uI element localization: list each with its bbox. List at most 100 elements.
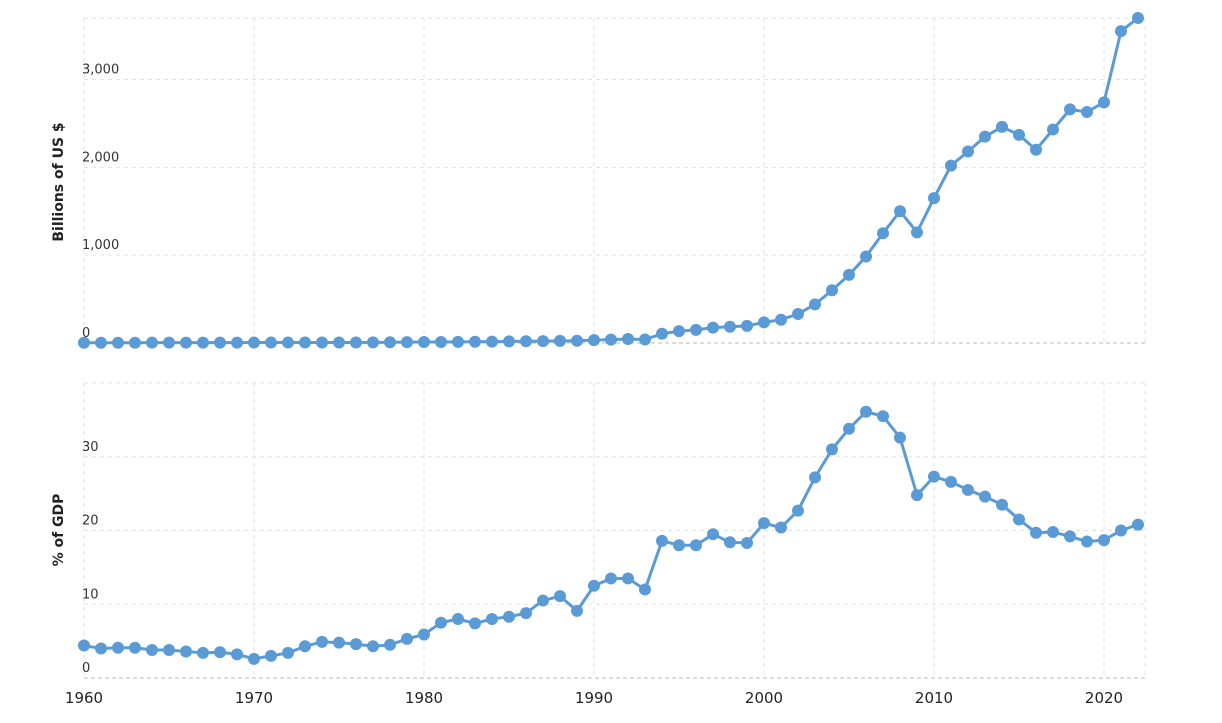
bot-point-2020[interactable] — [1098, 534, 1110, 547]
bot-point-2002[interactable] — [792, 504, 804, 517]
bot-point-2003[interactable] — [809, 471, 821, 484]
bot-point-1964[interactable] — [146, 643, 158, 656]
bot-point-2010[interactable] — [928, 470, 940, 483]
top-point-1990[interactable] — [588, 334, 600, 347]
bot-point-2013[interactable] — [979, 490, 991, 503]
top-point-1980[interactable] — [418, 336, 430, 349]
top-point-1996[interactable] — [690, 323, 702, 336]
top-point-1998[interactable] — [724, 320, 736, 333]
bot-point-2015[interactable] — [1013, 513, 1025, 526]
top-point-1978[interactable] — [384, 336, 396, 349]
bot-point-1993[interactable] — [639, 583, 651, 596]
top-point-1986[interactable] — [520, 335, 532, 348]
top-point-2010[interactable] — [928, 192, 940, 205]
top-point-1992[interactable] — [622, 333, 634, 346]
bot-point-2001[interactable] — [775, 521, 787, 534]
top-point-1995[interactable] — [673, 325, 685, 338]
top-point-1967[interactable] — [197, 336, 209, 349]
bot-point-1978[interactable] — [384, 638, 396, 651]
bot-point-1997[interactable] — [707, 528, 719, 541]
top-point-2008[interactable] — [894, 205, 906, 218]
bot-point-2016[interactable] — [1030, 526, 1042, 539]
bot-point-1981[interactable] — [435, 616, 447, 629]
bot-point-1967[interactable] — [197, 646, 209, 659]
top-point-2012[interactable] — [962, 145, 974, 158]
top-point-2020[interactable] — [1098, 96, 1110, 109]
bot-point-1972[interactable] — [282, 646, 294, 659]
bot-point-1986[interactable] — [520, 607, 532, 620]
top-point-1989[interactable] — [571, 334, 583, 347]
bot-point-1966[interactable] — [180, 645, 192, 658]
top-point-2006[interactable] — [860, 250, 872, 263]
top-point-1991[interactable] — [605, 333, 617, 346]
bot-point-1995[interactable] — [673, 539, 685, 552]
bot-point-1989[interactable] — [571, 604, 583, 617]
bot-point-2012[interactable] — [962, 483, 974, 496]
top-point-1974[interactable] — [316, 336, 328, 349]
top-point-1993[interactable] — [639, 333, 651, 346]
bot-point-2006[interactable] — [860, 405, 872, 418]
bot-point-2008[interactable] — [894, 431, 906, 444]
top-point-2002[interactable] — [792, 308, 804, 321]
bot-point-1961[interactable] — [95, 642, 107, 655]
bot-point-1974[interactable] — [316, 635, 328, 648]
top-point-1973[interactable] — [299, 336, 311, 349]
top-point-2005[interactable] — [843, 268, 855, 281]
bot-point-1994[interactable] — [656, 534, 668, 547]
top-point-1975[interactable] — [333, 336, 345, 349]
top-point-1988[interactable] — [554, 334, 566, 347]
top-point-1985[interactable] — [503, 335, 515, 348]
bot-point-1983[interactable] — [469, 617, 481, 630]
bot-point-1999[interactable] — [741, 537, 753, 550]
top-point-2011[interactable] — [945, 159, 957, 172]
bot-point-1980[interactable] — [418, 628, 430, 641]
top-point-2016[interactable] — [1030, 143, 1042, 156]
bot-point-2011[interactable] — [945, 475, 957, 488]
top-point-1963[interactable] — [129, 336, 141, 349]
bot-point-2007[interactable] — [877, 410, 889, 423]
bot-point-1987[interactable] — [537, 594, 549, 607]
bot-point-1969[interactable] — [231, 648, 243, 661]
bot-point-2004[interactable] — [826, 443, 838, 456]
bot-point-1991[interactable] — [605, 572, 617, 585]
top-point-2007[interactable] — [877, 227, 889, 240]
top-point-1960[interactable] — [78, 336, 90, 349]
top-point-1968[interactable] — [214, 336, 226, 349]
top-point-2019[interactable] — [1081, 105, 1093, 118]
top-point-1962[interactable] — [112, 336, 124, 349]
top-point-1981[interactable] — [435, 335, 447, 348]
bot-point-2018[interactable] — [1064, 530, 1076, 543]
top-point-2014[interactable] — [996, 120, 1008, 133]
top-point-2003[interactable] — [809, 298, 821, 311]
top-point-1994[interactable] — [656, 327, 668, 340]
top-point-1964[interactable] — [146, 336, 158, 349]
top-point-2022[interactable] — [1132, 12, 1144, 24]
top-point-1961[interactable] — [95, 336, 107, 349]
top-point-1965[interactable] — [163, 336, 175, 349]
top-point-2013[interactable] — [979, 130, 991, 143]
top-point-2000[interactable] — [758, 316, 770, 329]
bot-point-1992[interactable] — [622, 572, 634, 585]
bot-point-1975[interactable] — [333, 636, 345, 649]
bot-point-1976[interactable] — [350, 638, 362, 651]
top-point-1966[interactable] — [180, 336, 192, 349]
top-point-1970[interactable] — [248, 336, 260, 349]
top-point-2001[interactable] — [775, 313, 787, 326]
bot-point-1982[interactable] — [452, 613, 464, 625]
bot-point-1960[interactable] — [78, 639, 90, 652]
bot-point-2017[interactable] — [1047, 525, 1059, 538]
top-point-1997[interactable] — [707, 321, 719, 334]
top-point-1999[interactable] — [741, 319, 753, 332]
bot-point-1988[interactable] — [554, 590, 566, 603]
bot-point-1970[interactable] — [248, 652, 260, 665]
bot-point-2021[interactable] — [1115, 524, 1127, 537]
top-point-2015[interactable] — [1013, 128, 1025, 141]
bot-point-2000[interactable] — [758, 517, 770, 530]
top-point-1969[interactable] — [231, 336, 243, 349]
bot-point-1962[interactable] — [112, 641, 124, 654]
bot-point-1965[interactable] — [163, 643, 175, 656]
bot-point-1963[interactable] — [129, 641, 141, 654]
bot-point-1990[interactable] — [588, 579, 600, 592]
bot-point-1996[interactable] — [690, 539, 702, 552]
top-point-1971[interactable] — [265, 336, 277, 349]
